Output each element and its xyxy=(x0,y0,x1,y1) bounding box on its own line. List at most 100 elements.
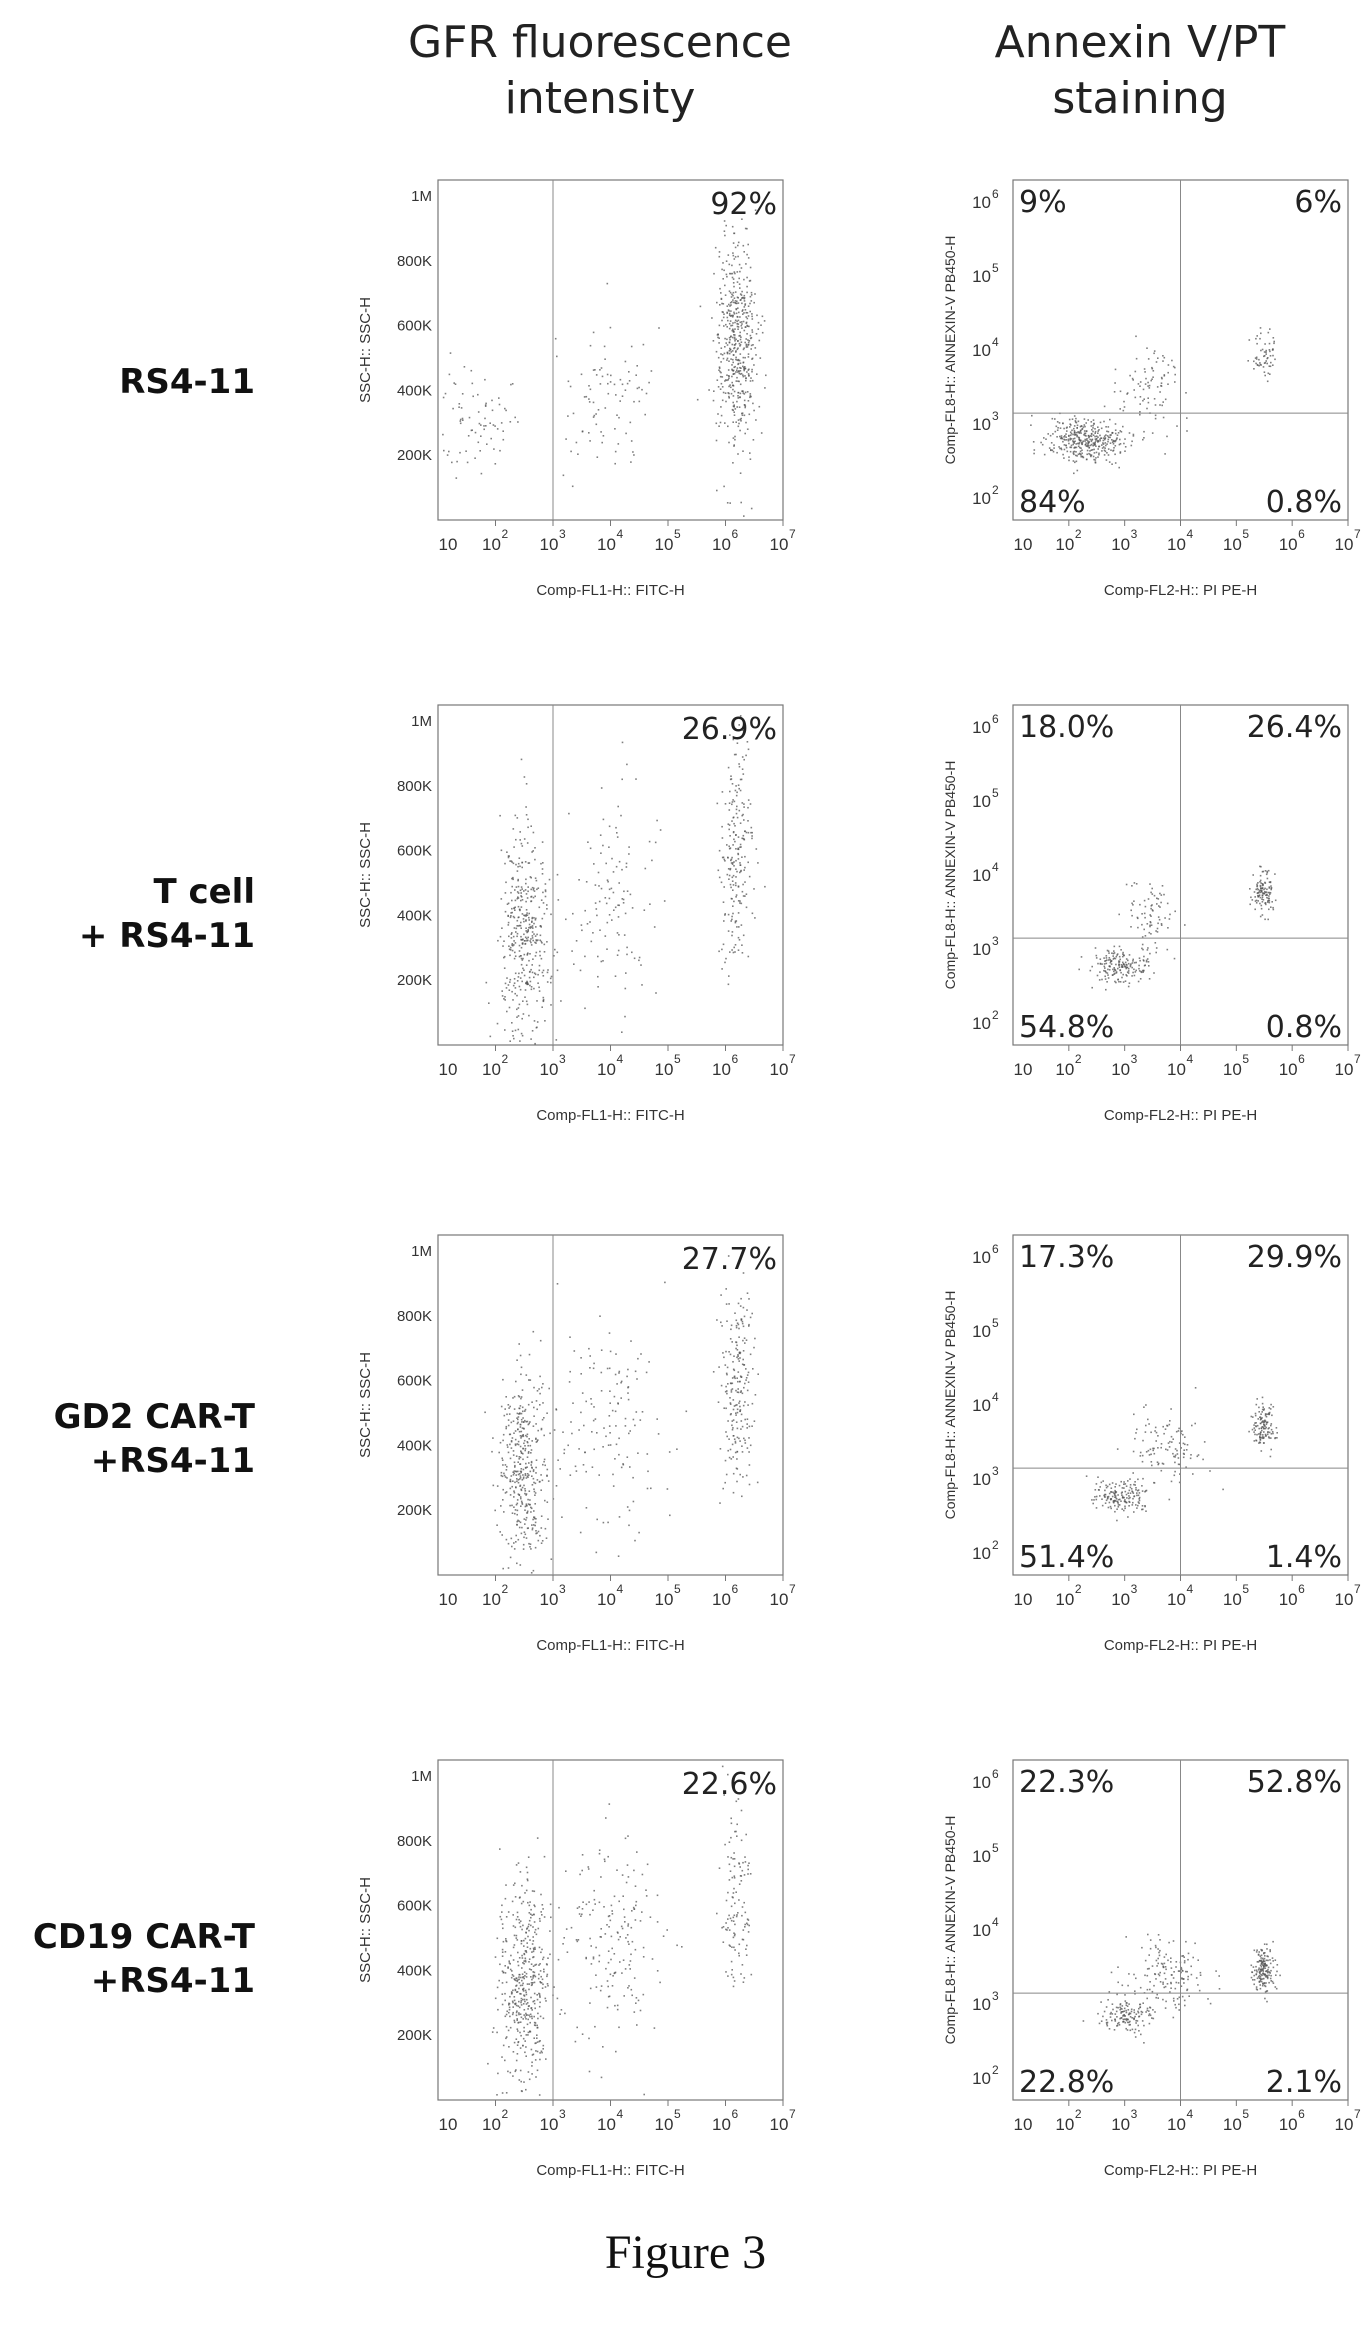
data-point xyxy=(641,1911,643,1913)
data-point xyxy=(725,1288,727,1290)
data-point xyxy=(735,834,737,836)
data-point xyxy=(1131,440,1133,443)
data-point xyxy=(580,373,583,376)
data-point xyxy=(713,390,715,392)
data-point xyxy=(1123,954,1125,956)
data-point xyxy=(522,1548,525,1550)
data-point xyxy=(1073,441,1075,443)
data-point xyxy=(563,1448,566,1451)
data-point xyxy=(625,1881,628,1884)
data-point xyxy=(1176,1449,1178,1452)
data-point xyxy=(605,1435,607,1438)
data-point xyxy=(1092,442,1095,444)
data-point xyxy=(533,1516,535,1518)
data-point xyxy=(1106,1496,1109,1498)
data-point xyxy=(1134,1993,1136,1995)
data-point xyxy=(1269,350,1271,353)
data-point xyxy=(727,868,730,870)
data-point xyxy=(635,2002,637,2004)
data-point xyxy=(730,351,733,353)
data-point xyxy=(537,973,539,976)
data-point xyxy=(1149,1988,1151,1991)
data-point xyxy=(1263,1973,1265,1975)
data-point xyxy=(525,806,527,808)
data-point xyxy=(639,1419,642,1421)
data-point xyxy=(1274,1437,1276,1440)
data-point xyxy=(516,2018,518,2020)
header-annexin: Annexin V/PT staining xyxy=(994,17,1286,124)
data-point xyxy=(1260,890,1263,893)
data-point xyxy=(748,1862,750,1864)
data-point xyxy=(730,859,732,862)
data-point xyxy=(733,1376,736,1378)
data-point xyxy=(751,837,753,840)
data-point xyxy=(614,1458,616,1460)
data-point xyxy=(736,316,739,318)
data-point xyxy=(730,304,732,306)
data-point xyxy=(743,869,745,871)
data-point xyxy=(741,1906,744,1908)
data-point xyxy=(1258,894,1261,896)
data-point xyxy=(621,868,623,871)
data-point xyxy=(485,425,487,427)
data-point xyxy=(1258,1969,1260,1971)
data-point xyxy=(522,1474,524,1476)
data-point xyxy=(1263,1957,1266,1960)
data-point xyxy=(728,392,730,395)
data-point xyxy=(614,462,616,465)
data-point xyxy=(510,1440,513,1443)
data-point xyxy=(1118,955,1121,958)
data-point xyxy=(526,1983,529,1985)
data-point xyxy=(735,794,738,797)
data-point xyxy=(541,1479,544,1482)
data-point xyxy=(1118,980,1120,983)
data-point xyxy=(1086,445,1089,448)
data-point xyxy=(523,1518,526,1520)
data-point xyxy=(633,2011,636,2013)
data-point xyxy=(726,275,728,278)
data-point xyxy=(541,1386,543,1389)
data-point xyxy=(1124,446,1127,448)
data-point xyxy=(553,1429,556,1431)
data-point xyxy=(539,1963,541,1965)
data-point xyxy=(534,1503,536,1505)
data-point xyxy=(732,884,735,886)
data-point xyxy=(1123,1496,1125,1499)
data-point xyxy=(528,912,530,915)
data-point xyxy=(744,341,746,344)
data-point xyxy=(524,942,527,945)
data-point xyxy=(741,302,743,305)
data-point xyxy=(1161,377,1163,380)
data-point xyxy=(734,920,737,923)
data-point xyxy=(1127,2009,1130,2011)
data-point xyxy=(526,954,529,956)
data-point xyxy=(1118,913,1120,916)
data-point xyxy=(748,280,751,282)
data-point xyxy=(522,1982,524,1985)
x-tick-label: 10 xyxy=(482,1060,501,1079)
data-point xyxy=(740,1297,742,1300)
data-point xyxy=(1269,1949,1271,1951)
data-point xyxy=(729,1917,732,1920)
data-point xyxy=(725,273,728,276)
data-point xyxy=(627,1392,629,1394)
data-point xyxy=(730,862,733,864)
data-point xyxy=(512,1975,515,1977)
data-point xyxy=(1259,1980,1261,1982)
data-point xyxy=(537,1429,539,1432)
data-point xyxy=(517,1862,520,1864)
data-point xyxy=(522,2037,525,2040)
data-point xyxy=(513,957,516,960)
data-point xyxy=(502,945,504,947)
data-point xyxy=(1109,2013,1112,2015)
data-point xyxy=(1149,924,1151,927)
data-point xyxy=(504,910,507,913)
data-point xyxy=(521,939,524,941)
data-point xyxy=(1129,965,1132,968)
data-point xyxy=(1256,335,1258,337)
data-point xyxy=(531,1030,534,1032)
data-point xyxy=(733,861,735,863)
data-point xyxy=(444,392,447,395)
data-point xyxy=(726,1390,728,1392)
data-point xyxy=(732,369,735,372)
